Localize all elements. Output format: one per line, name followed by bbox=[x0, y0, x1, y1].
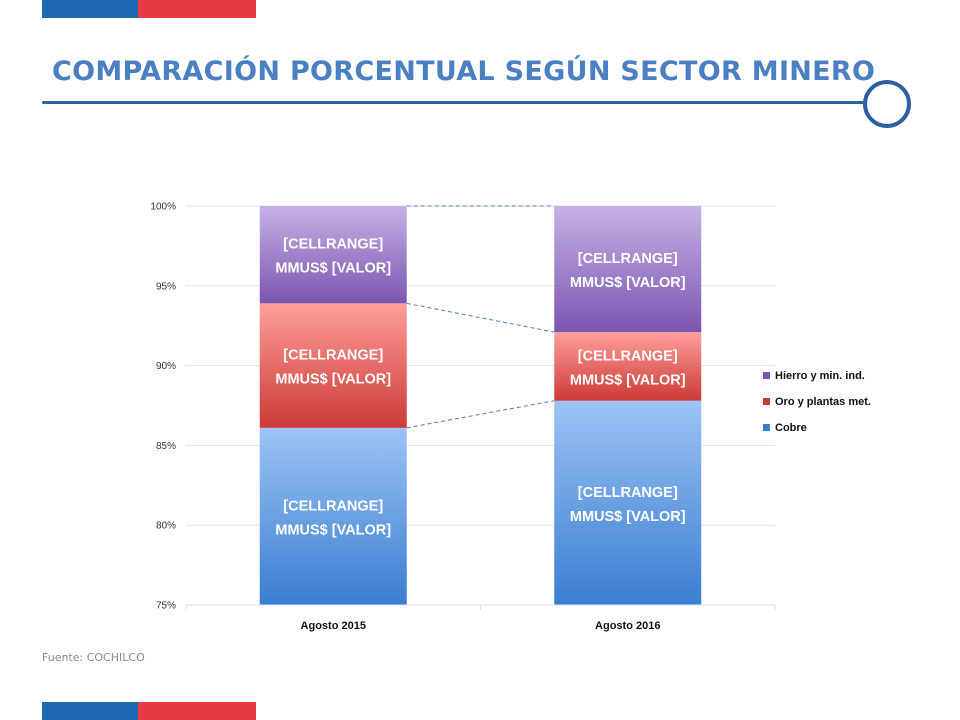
y-tick-label: 100% bbox=[150, 202, 176, 213]
flag-blue-segment bbox=[42, 0, 138, 18]
data-label: MMUS$ [VALOR] bbox=[275, 372, 391, 388]
x-tick-label: Agosto 2016 bbox=[595, 620, 660, 632]
x-tick-label: Agosto 2015 bbox=[301, 620, 366, 632]
legend-swatch bbox=[763, 372, 770, 379]
legend-label: Cobre bbox=[775, 422, 807, 434]
bars-layer: [CELLRANGE] MMUS$ [VALOR] [CELLRANGE] MMUS$… bbox=[259, 206, 702, 605]
series-line bbox=[406, 400, 555, 429]
source-note: Fuente: COCHILCO bbox=[42, 651, 145, 664]
data-label: [CELLRANGE] bbox=[578, 251, 678, 267]
series-lines-layer bbox=[406, 205, 555, 429]
y-tick-label: 90% bbox=[156, 361, 176, 372]
legend-label: Hierro y min. ind. bbox=[775, 370, 865, 382]
bar-segment bbox=[554, 206, 702, 333]
flag-bar-bottom bbox=[42, 702, 256, 720]
legend-label: Oro y plantas met. bbox=[775, 396, 871, 408]
flag-red-segment bbox=[138, 702, 256, 720]
y-tick-label: 85% bbox=[156, 441, 176, 452]
page-title: COMPARACIÓN PORCENTUAL SEGÚN SECTOR MINE… bbox=[52, 56, 876, 87]
legend-swatch bbox=[763, 398, 770, 405]
data-label: MMUS$ [VALOR] bbox=[275, 261, 391, 277]
data-label: [CELLRANGE] bbox=[578, 485, 678, 501]
title-circle-ornament bbox=[863, 80, 911, 128]
bar-segment bbox=[554, 400, 702, 605]
bar-segment bbox=[554, 332, 702, 401]
flag-red-segment bbox=[138, 0, 256, 18]
y-tick-label: 75% bbox=[156, 601, 176, 612]
data-label: [CELLRANGE] bbox=[283, 348, 383, 364]
legend-swatch bbox=[763, 424, 770, 431]
bar-segment bbox=[259, 427, 407, 605]
flag-bar-top bbox=[42, 0, 256, 18]
data-label: MMUS$ [VALOR] bbox=[275, 522, 391, 538]
legend: Hierro y min. ind. Oro y plantas met. Cobr… bbox=[763, 370, 871, 434]
data-label: MMUS$ [VALOR] bbox=[570, 372, 686, 388]
bar-segment bbox=[259, 206, 407, 304]
y-tick-label: 95% bbox=[156, 281, 176, 292]
data-label: [CELLRANGE] bbox=[283, 498, 383, 514]
flag-blue-segment bbox=[42, 702, 138, 720]
title-underline bbox=[42, 101, 872, 104]
axis-layer: 75% 80% 85% 90% 95% 100% Agosto 2015 Agosto 201… bbox=[150, 202, 776, 632]
data-label: MMUS$ [VALOR] bbox=[570, 509, 686, 525]
data-label: MMUS$ [VALOR] bbox=[570, 275, 686, 291]
y-tick-label: 80% bbox=[156, 521, 176, 532]
data-label: [CELLRANGE] bbox=[283, 237, 383, 253]
series-line bbox=[406, 302, 555, 333]
bar-segment bbox=[259, 303, 407, 428]
data-label: [CELLRANGE] bbox=[578, 348, 678, 364]
